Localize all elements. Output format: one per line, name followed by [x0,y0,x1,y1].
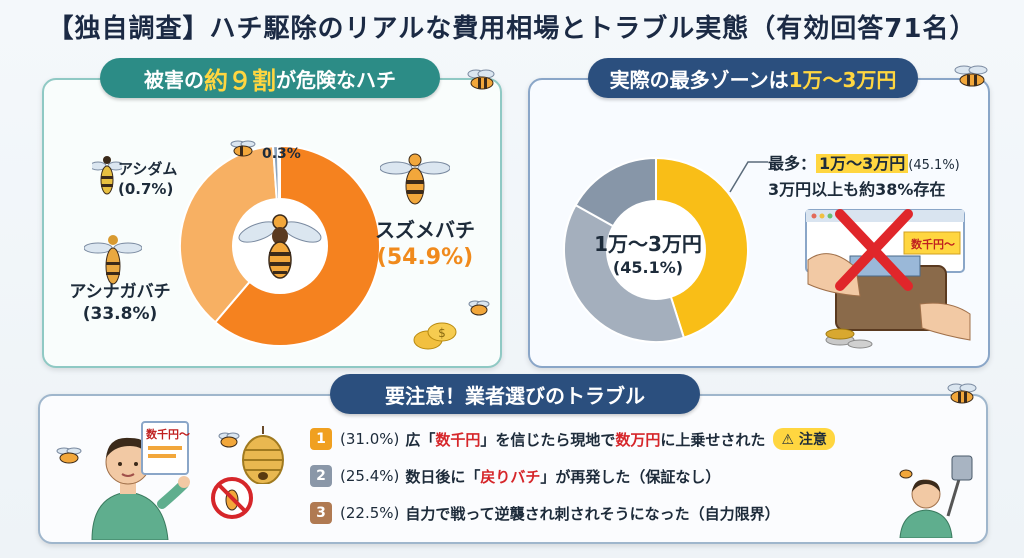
trouble-text-pre: 自力で戦って逆襲され刺されそうになった（自力限界） [405,504,780,523]
trouble-text-em1: 数千円 [435,430,481,449]
trouble-text-pre: 広「 [405,430,436,449]
banner-text-highlight: 約９割 [204,66,276,95]
page-title: 【独自調査】ハチ駆除のリアルな費用相場とトラブル実態（有効回答71名） [47,14,977,44]
small-bee-icon [230,140,256,157]
trouble-item-1: 1 (31.0%) 広「 数千円 」を信じたら現地で 数万円 に上乗せされた ⚠ 注意 [310,426,835,452]
legend-label-ashidamu: アシダム [118,160,178,178]
small-bee-icon-2 [468,300,490,316]
trouble-item-2: 2 (25.4%) 数日後に「 戻りバチ 」が再発した（保証なし） [310,463,720,489]
trouble-item-3: 3 (22.5%) 自力で戦って逆襲され刺されそうになった（自力限界） [310,500,780,526]
beehive-icon [242,426,284,484]
no-bee-sign-icon [211,477,253,519]
flying-bee-icon-bottom [947,383,977,404]
trouble-text-em1: 戻りバチ [480,467,541,486]
flying-bee-icon-right [954,65,988,87]
data-label-ashidamu: (0.7%) [118,180,174,198]
trouble-pct: (22.5%) [340,504,400,522]
banner-text-post: が危険なハチ [276,67,396,92]
legend-label-ashinagabachi: アシナガバチ [69,282,171,302]
ashidamu-bee-icon [92,156,122,195]
trouble-text-mid: 」を信じたら現地で [480,430,616,449]
legend-label-suzumebachi: スズメバチ [375,218,475,242]
trouble-banner: 要注意！業者選びのトラブル [330,374,700,414]
hornet-icon [238,214,322,279]
banner-text-highlight: 1万～3万円 [788,67,897,92]
caution-badge: ⚠ 注意 [773,428,835,450]
trouble-text-post: に上乗せされた [660,430,766,449]
trouble-pct: (31.0%) [340,430,400,448]
ad-price-tag: 数千円～ [911,238,955,251]
callout-most-common: 最多： 1万～3万円 (45.1%) [768,150,960,174]
small-bee-icon-4 [218,432,240,448]
callout-prefix: 最多： [768,154,817,173]
ashinaga-bee-icon [84,235,142,285]
data-label-ashinagabachi: (33.8%) [82,304,158,324]
donut-center-label: 1万～3万円 [594,232,702,256]
data-label-suzumebachi: (54.9%) [376,245,474,270]
callout-over-30k: 3万円以上も約38%存在 [768,180,946,199]
banner-text-pre: 実際の最多ゾーンは [609,67,789,92]
suzumebachi-bee-icon [380,153,450,205]
cost-donut-chart [563,156,749,343]
donut-hole [606,200,706,300]
flying-bee-icon [467,69,495,90]
callout-line [729,161,768,193]
small-bee-icon-3 [56,447,82,464]
hornet-donut-chart [179,144,381,347]
trouble-text-pre: 数日後に「 [405,467,481,486]
rank-badge: 3 [310,502,332,524]
coins-icon: $ [413,322,457,350]
svg-text:$: $ [438,326,446,340]
callout-pct: (45.1%) [908,158,960,173]
cost-zone-banner: 実際の最多ゾーンは 1万～3万円 [588,58,918,98]
trouble-text-em2: 数万円 [615,430,661,449]
trouble-text-mid: 」が再発した（保証なし） [540,467,721,486]
rank-badge: 1 [310,428,332,450]
man-illustration [91,421,190,540]
callout-highlight: 1万～3万円 [816,154,909,173]
donut-center-pct: (45.1%) [612,258,684,277]
flyer-price-tag: 数千円～ [146,428,190,441]
trouble-pct: (25.4%) [340,467,400,485]
swatter-man-illustration [899,455,973,538]
wallet-scam-illustration [805,209,971,349]
banner-text-pre: 被害の [144,67,204,92]
data-label-other: 0.3% [262,146,301,162]
hornet-share-banner: 被害の 約９割 が危険なハチ [100,58,440,98]
rank-badge: 2 [310,465,332,487]
